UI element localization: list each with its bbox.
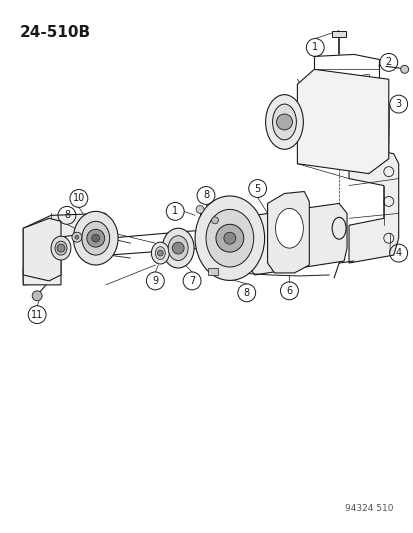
- Text: 24-510B: 24-510B: [19, 25, 90, 39]
- Polygon shape: [297, 69, 388, 174]
- Circle shape: [211, 217, 218, 224]
- Polygon shape: [267, 191, 309, 273]
- Ellipse shape: [168, 236, 188, 261]
- Text: 6: 6: [286, 286, 292, 296]
- Ellipse shape: [206, 209, 253, 267]
- Polygon shape: [348, 149, 398, 263]
- Circle shape: [172, 242, 184, 254]
- FancyBboxPatch shape: [331, 30, 345, 37]
- Ellipse shape: [51, 236, 71, 260]
- Text: 9: 9: [152, 276, 158, 286]
- Ellipse shape: [73, 212, 118, 265]
- Circle shape: [75, 235, 78, 239]
- Polygon shape: [247, 204, 346, 275]
- Circle shape: [57, 244, 65, 252]
- Text: 3: 3: [395, 99, 401, 109]
- Text: 7: 7: [188, 276, 195, 286]
- Circle shape: [276, 114, 292, 130]
- Circle shape: [400, 66, 408, 74]
- Ellipse shape: [331, 217, 345, 239]
- Text: 1: 1: [172, 206, 178, 216]
- Ellipse shape: [162, 228, 194, 268]
- Text: 11: 11: [31, 310, 43, 320]
- Ellipse shape: [275, 208, 303, 248]
- Ellipse shape: [265, 95, 303, 149]
- Polygon shape: [23, 219, 61, 281]
- Text: 1: 1: [311, 43, 318, 52]
- Circle shape: [87, 229, 104, 247]
- Circle shape: [92, 234, 100, 242]
- Circle shape: [32, 291, 42, 301]
- Ellipse shape: [82, 221, 109, 255]
- Ellipse shape: [272, 104, 296, 140]
- Text: 10: 10: [73, 193, 85, 204]
- Text: 94324 510: 94324 510: [344, 504, 393, 513]
- Circle shape: [196, 205, 204, 213]
- Circle shape: [216, 224, 243, 252]
- Ellipse shape: [55, 241, 67, 255]
- Text: 8: 8: [243, 288, 249, 298]
- Polygon shape: [23, 261, 61, 285]
- Text: 2: 2: [385, 58, 391, 67]
- Circle shape: [223, 232, 235, 244]
- Ellipse shape: [155, 247, 165, 260]
- Text: 4: 4: [395, 248, 401, 258]
- FancyBboxPatch shape: [207, 268, 217, 275]
- Circle shape: [72, 232, 82, 242]
- Polygon shape: [23, 213, 105, 285]
- Ellipse shape: [195, 196, 264, 280]
- Text: 5: 5: [254, 183, 260, 193]
- Ellipse shape: [151, 242, 169, 264]
- Text: 8: 8: [202, 190, 209, 200]
- Text: 8: 8: [64, 211, 70, 220]
- Circle shape: [157, 250, 163, 256]
